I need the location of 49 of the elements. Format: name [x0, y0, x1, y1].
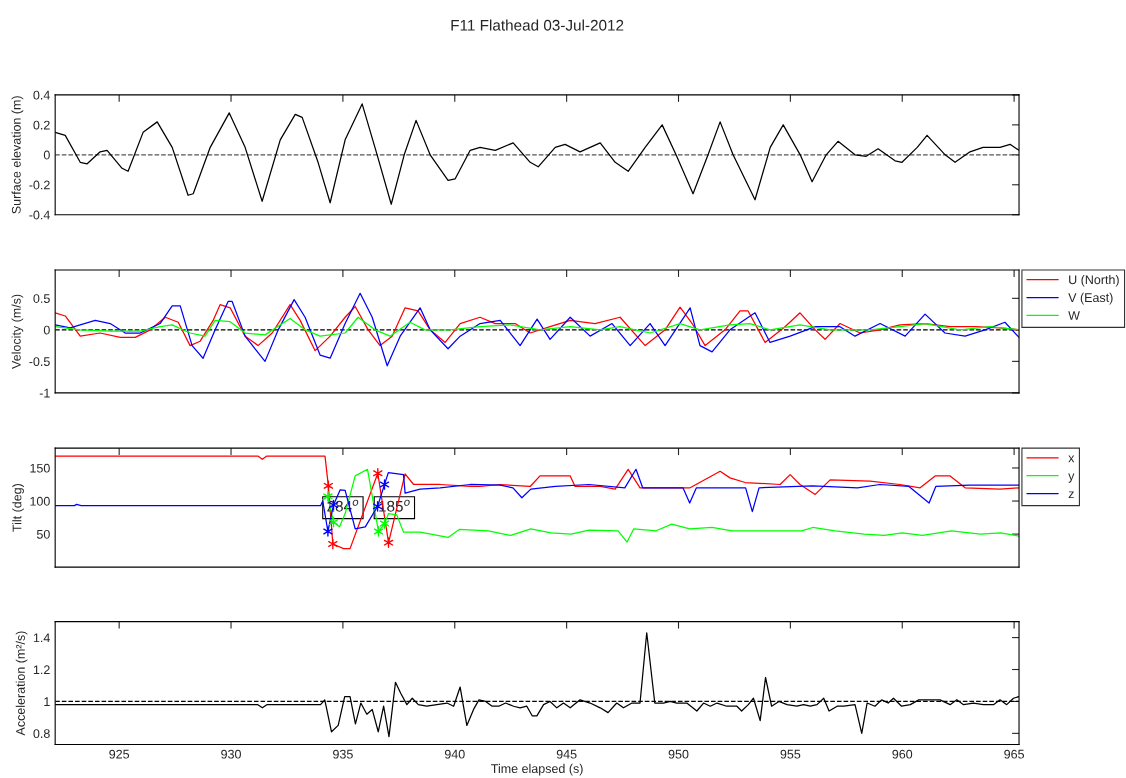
y-tick-label: 1: [44, 697, 50, 706]
y-tick-label: 1.4: [33, 633, 50, 643]
x-tick-label: 955: [780, 749, 801, 759]
legend-label: V (East): [1068, 292, 1113, 305]
y-tick-label: 1.2: [33, 665, 50, 675]
y-tick-label: -1: [39, 388, 50, 398]
x-tick-label: 930: [221, 749, 241, 759]
y-axis-title: Acceleration (m²/s): [15, 631, 28, 736]
x-tick-label: 925: [109, 749, 130, 759]
x-tick-label: 950: [668, 749, 689, 759]
y-axis-title: Tilt (deg): [12, 484, 24, 532]
point: [328, 538, 338, 550]
x-tick-label: 940: [444, 749, 465, 759]
y-tick-label: 0.4: [33, 90, 50, 100]
y-axis-title: Velocity (m/s): [11, 294, 24, 369]
x-tick-label: 960: [892, 749, 913, 759]
y-tick-label: 0.5: [33, 294, 50, 303]
y-tick-label: 150: [30, 463, 50, 473]
legend-label: U (North): [1069, 274, 1119, 287]
point: [379, 479, 390, 490]
point: [373, 467, 383, 479]
legend-label: y: [1068, 473, 1075, 483]
y-tick-label: -0.2: [29, 180, 50, 190]
point: [328, 516, 339, 528]
y-tick-label: -0.5: [29, 357, 50, 367]
x-tick-label: 935: [333, 749, 353, 759]
legend-label: W: [1068, 311, 1080, 320]
point: [383, 537, 394, 549]
legend-label: x: [1068, 455, 1075, 463]
y-tick-label: 0.2: [33, 120, 50, 130]
x-tick-label: 965: [1004, 749, 1025, 759]
point: [323, 526, 333, 537]
chart-title: F11 Flathead 03-Jul-2012: [451, 19, 624, 31]
line-series: [55, 316, 1020, 337]
y-tick-label: -0.4: [29, 210, 50, 220]
y-tick-label: 50: [36, 529, 50, 539]
point: [379, 518, 390, 529]
legend-label: z: [1068, 491, 1074, 498]
x-axis-title: Time elapsed (s): [491, 763, 583, 776]
y-tick-label: 0.8: [33, 729, 50, 739]
line-series: [322, 468, 1020, 543]
y-tick-label: 0: [43, 325, 50, 335]
y-axis-title: Surface elevation (m): [11, 96, 24, 214]
y-tick-label: 0: [43, 150, 50, 160]
line-series: [55, 455, 1020, 550]
point: [373, 526, 384, 537]
y-tick-label: 100: [30, 496, 50, 506]
x-tick-label: 945: [556, 749, 577, 759]
line-series: [55, 292, 1020, 367]
